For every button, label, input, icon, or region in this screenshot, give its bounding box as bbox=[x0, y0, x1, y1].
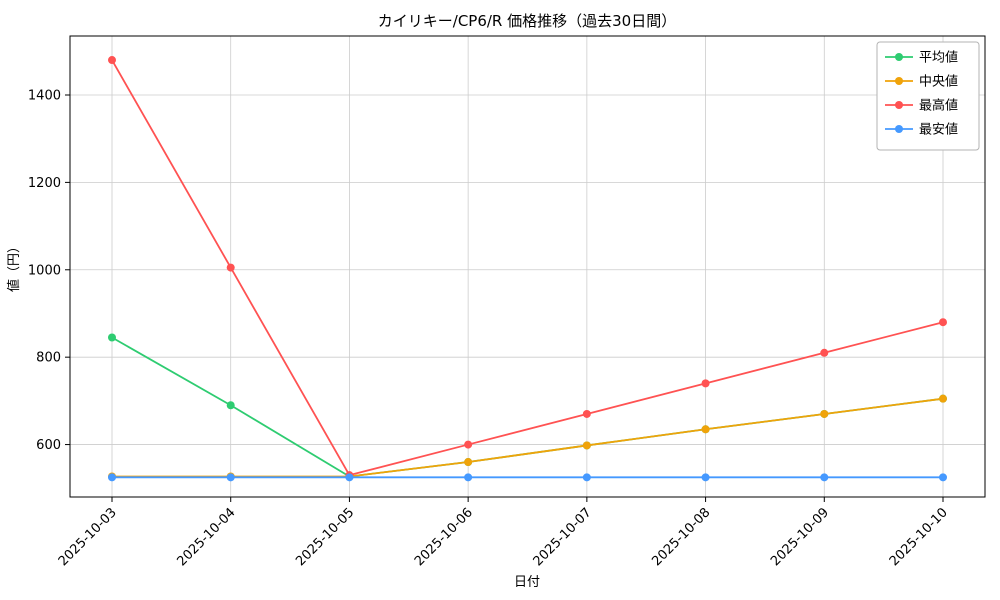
series-marker-3 bbox=[226, 473, 235, 482]
series-marker-3 bbox=[701, 473, 710, 482]
x-tick-label: 2025-10-09 bbox=[768, 505, 832, 569]
x-tick-label: 2025-10-05 bbox=[293, 505, 357, 569]
series-marker-2 bbox=[820, 348, 829, 357]
series-marker-3 bbox=[464, 473, 473, 482]
series-line-1 bbox=[112, 397, 944, 478]
series-line-0 bbox=[111, 336, 944, 478]
series-marker-3 bbox=[820, 473, 829, 482]
series-marker-2 bbox=[939, 318, 947, 327]
y-tick-label: 1400 bbox=[28, 88, 61, 103]
legend-marker bbox=[895, 101, 903, 109]
series-marker-3 bbox=[939, 473, 947, 482]
legend-item: 最安値 bbox=[885, 122, 958, 138]
legend-marker bbox=[895, 53, 903, 61]
series-marker-0 bbox=[108, 333, 116, 342]
series-marker-3 bbox=[108, 473, 116, 482]
grid-layer bbox=[70, 36, 985, 497]
plot-frame bbox=[69, 35, 986, 498]
series-marker-1 bbox=[820, 409, 829, 418]
frame-layer bbox=[69, 35, 986, 498]
series-marker-3 bbox=[345, 473, 354, 482]
legend-box bbox=[876, 41, 980, 151]
y-tick-label: 800 bbox=[36, 351, 61, 366]
series-marker-2 bbox=[582, 409, 591, 418]
series-marker-1 bbox=[701, 425, 710, 434]
legend-label: 最安値 bbox=[919, 122, 958, 138]
series-line-2 bbox=[111, 59, 944, 477]
legend-label: 平均値 bbox=[919, 50, 958, 66]
x-tick-label: 2025-10-08 bbox=[649, 505, 713, 569]
series-marker-1 bbox=[464, 458, 473, 467]
legend-item: 中央値 bbox=[885, 74, 958, 90]
x-tick-label: 2025-10-03 bbox=[56, 505, 120, 569]
y-tick-label: 600 bbox=[36, 438, 61, 453]
legend-marker bbox=[895, 77, 903, 85]
series-marker-2 bbox=[226, 263, 235, 272]
series-marker-1 bbox=[939, 394, 947, 403]
series-marker-3 bbox=[582, 473, 591, 482]
y-axis-label: 値（円） bbox=[6, 240, 22, 292]
series-marker-0 bbox=[226, 401, 235, 410]
legend-label: 中央値 bbox=[919, 74, 958, 90]
y-tick-label: 1200 bbox=[28, 176, 61, 191]
series-marker-1 bbox=[582, 441, 591, 450]
legend-label: 最高値 bbox=[919, 98, 958, 114]
series-layer bbox=[108, 56, 947, 482]
legend-item: 最高値 bbox=[885, 98, 958, 114]
x-tick-label: 2025-10-10 bbox=[887, 505, 951, 569]
series-marker-2 bbox=[108, 56, 116, 65]
legend-marker bbox=[895, 125, 903, 133]
series-marker-2 bbox=[464, 440, 473, 449]
x-tick-label: 2025-10-04 bbox=[175, 505, 239, 569]
x-axis-label: 日付 bbox=[514, 575, 540, 590]
x-tick-label: 2025-10-07 bbox=[531, 505, 595, 569]
legend-item: 平均値 bbox=[885, 50, 958, 66]
y-tick-label: 1000 bbox=[28, 263, 61, 278]
series-marker-2 bbox=[701, 379, 710, 388]
chart-title: カイリキー/CP6/R 価格推移（過去30日間） bbox=[378, 12, 676, 30]
x-tick-label: 2025-10-06 bbox=[412, 505, 476, 569]
